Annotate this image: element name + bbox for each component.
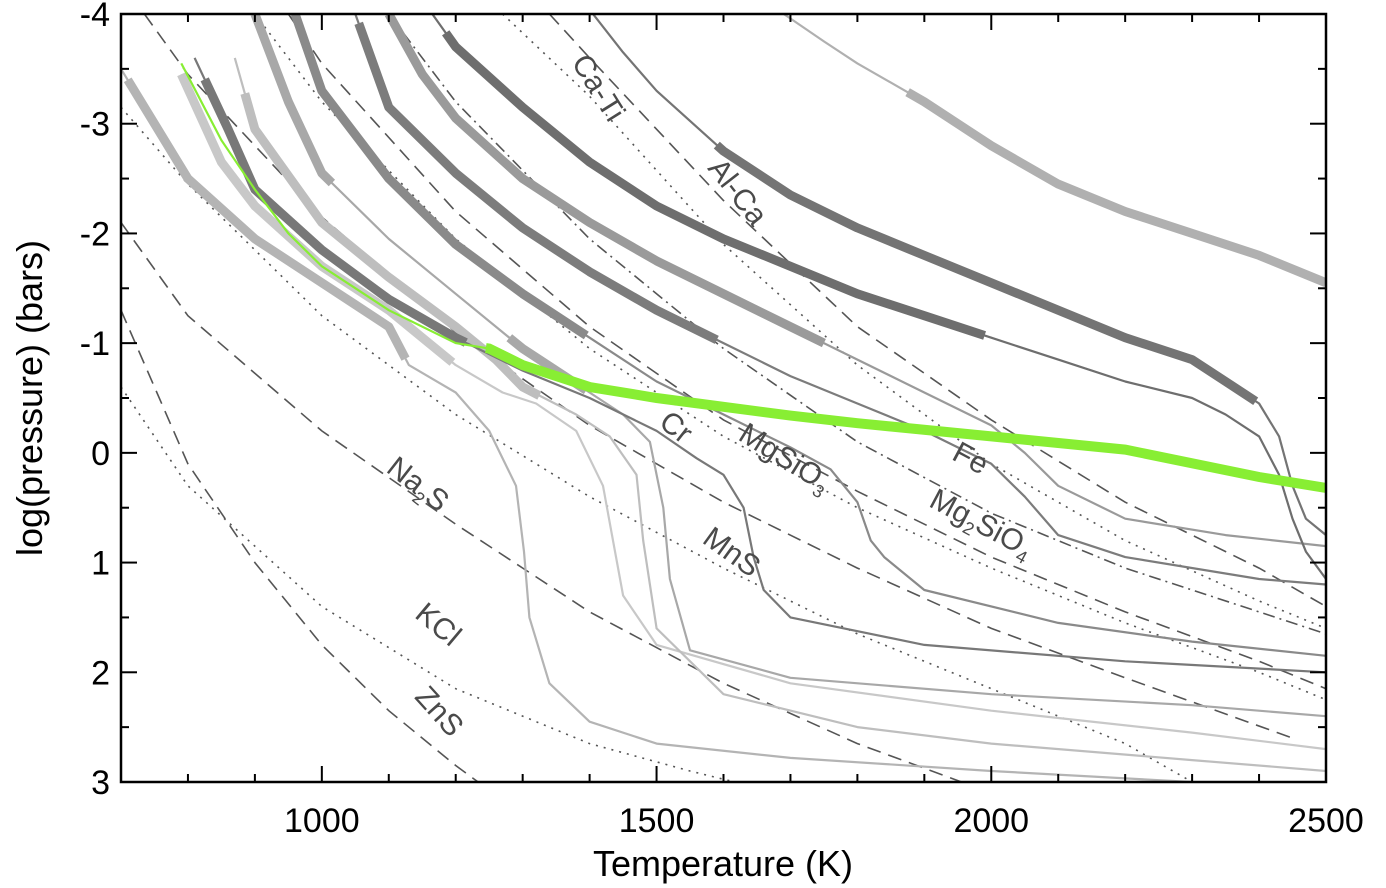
- condensation-curve-ca-ti: [502, 14, 1326, 630]
- y-tick-label: -2: [80, 215, 110, 253]
- condensation-curve-zns: [121, 309, 480, 782]
- y-tick-label: 1: [91, 545, 110, 583]
- curve-label-zns: ZnS: [408, 680, 469, 743]
- curve-label-na2s: Na2​S: [378, 450, 455, 521]
- curve-label-mgsio3: MgSiO3​: [731, 417, 837, 502]
- condensation-curve-cr: [143, 14, 1293, 739]
- condensation-curve-al-ca: [548, 14, 1326, 608]
- axis-ticks: 1000 1500 2000 2500 -4 -3 -2 -1 0 1 2 3: [80, 0, 1364, 840]
- pt-profile: [193, 57, 1326, 674]
- condensation-curves: [121, 14, 1326, 782]
- curve-label-fe: Fe: [947, 436, 993, 482]
- x-tick-label: 2000: [953, 802, 1029, 840]
- pt-profile: [354, 14, 1326, 586]
- y-tick-label: 3: [91, 764, 110, 802]
- condensation-curve-labels: ZnS KCl Na2​S MnS Cr MgSiO3​ Mg2​SiO4​Fe Al-Ca C…: [378, 49, 1039, 744]
- condensation-curve-mgsio3: [254, 14, 1326, 701]
- highlight-profile: [180, 62, 1326, 493]
- x-tick-label: 1500: [619, 802, 695, 840]
- pt-profile: [431, 14, 1326, 580]
- pt-profile: [783, 14, 1326, 287]
- curve-label-mns: MnS: [697, 521, 766, 584]
- pt-profile-thick-segment: [240, 92, 542, 400]
- pt-profile-thick-segment: [250, 14, 336, 187]
- highlight-profile-thick-segment: [485, 343, 1326, 493]
- condensation-curve-fe: [388, 14, 1326, 635]
- pt-profile-thick-segment: [442, 30, 987, 340]
- y-axis-title: log(pressure) (bars): [9, 240, 50, 556]
- pt-profile: [384, 14, 1326, 548]
- pt-profile: [250, 14, 1326, 718]
- y-tick-label: -3: [80, 106, 110, 144]
- pt-profile-thick-segment: [713, 141, 1259, 406]
- curve-label-al-ca: Al-Ca: [701, 152, 773, 232]
- y-tick-label: 2: [91, 654, 110, 692]
- y-tick-label: 0: [91, 435, 110, 473]
- pt-profile: [121, 68, 1206, 782]
- x-tick-label: 2500: [1288, 802, 1364, 840]
- pt-profile: [233, 57, 1326, 773]
- pt-profile-thick-segment: [384, 14, 826, 348]
- curve-label-ca-ti: Ca-Ti: [565, 49, 631, 128]
- pt-profile-thick-segment: [123, 77, 410, 361]
- condensation-curve-na2s: [121, 222, 964, 782]
- curve-label-cr: Cr: [653, 405, 698, 450]
- condensation-curve-mns: [121, 106, 1193, 782]
- x-axis-title: Temperature (K): [593, 843, 853, 884]
- pt-profile-thick-segment: [354, 21, 719, 344]
- pt-profile-thick-segment: [290, 14, 589, 340]
- curve-label-mg2sio4: Mg2​SiO4​: [923, 483, 1039, 568]
- pt-profile-thick-segment: [905, 88, 1326, 287]
- y-tick-label: -1: [80, 325, 110, 363]
- y-tick-label: -4: [80, 0, 110, 34]
- pt-profile: [290, 14, 1326, 657]
- condensation-curve-mg2sio4: [287, 14, 1326, 690]
- condensation-curve-kcl: [121, 386, 739, 782]
- x-tick-label: 1000: [284, 802, 360, 840]
- curve-label-kcl: KCl: [409, 597, 467, 653]
- pt-profile: [592, 14, 1326, 536]
- pt-profile-thick-segment: [200, 77, 468, 347]
